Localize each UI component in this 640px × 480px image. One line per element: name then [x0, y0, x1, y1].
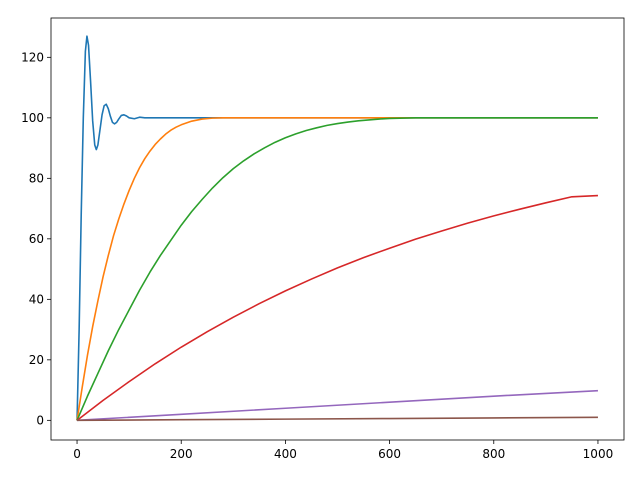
series-line-2: [76, 117, 598, 421]
y-tick-label: 40: [29, 292, 44, 306]
series-line-4: [76, 194, 598, 421]
series-line-1: [76, 35, 598, 421]
y-tick-label: 20: [29, 353, 44, 367]
y-tick-label: 60: [29, 232, 44, 246]
x-axis-ticks: 0 200 400 600 800 1000: [73, 440, 613, 461]
x-tick-label: 600: [378, 447, 401, 461]
series-layer: [76, 35, 598, 422]
axes-frame: [50, 17, 625, 441]
y-axis-ticks: 0 20 40 60 80 100 120: [21, 50, 51, 427]
x-tick-label: 400: [274, 447, 297, 461]
x-tick-label: 800: [482, 447, 505, 461]
y-tick-label: 100: [21, 111, 44, 125]
y-tick-label: 120: [21, 50, 44, 64]
y-tick-label: 0: [36, 413, 44, 427]
series-line-3: [76, 117, 598, 421]
x-tick-label: 1000: [583, 447, 614, 461]
series-line-6: [77, 416, 598, 422]
x-tick-label: 0: [73, 447, 81, 461]
x-tick-label: 200: [170, 447, 193, 461]
series-line-5: [77, 389, 598, 422]
y-tick-label: 80: [29, 171, 44, 185]
